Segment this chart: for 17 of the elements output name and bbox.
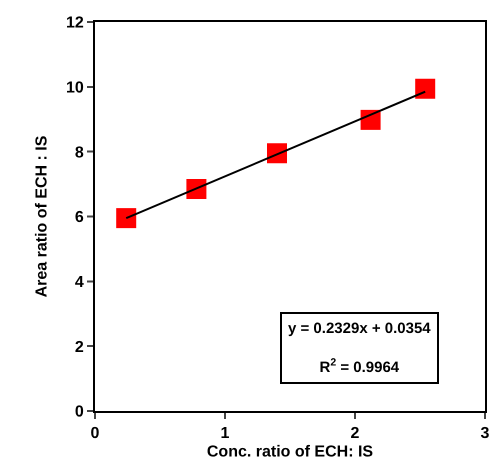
x-tick-label: 2	[350, 425, 360, 442]
y-tick-label: 4	[74, 274, 84, 291]
y-tick-label: 2	[74, 338, 84, 356]
x-tick-label: 0	[90, 425, 100, 442]
y-axis-title: Area ratio of ECH : IS	[33, 135, 50, 298]
y-tick-label: 6	[74, 209, 84, 226]
annotation: y = 0.2329x + 0.0354	[288, 320, 432, 337]
x-tick-label: 1	[220, 425, 230, 442]
point	[116, 208, 136, 228]
y-tick-label: 8	[74, 144, 84, 162]
y-tick-label: 10	[66, 79, 84, 96]
x-tick-label: 3	[480, 425, 490, 442]
point	[415, 78, 436, 99]
annotation: R$^{2}$ = 0.9964	[319, 356, 400, 376]
x-axis-title: Conc. ratio of ECH: IS	[206, 443, 374, 460]
y-tick-label: 12	[66, 14, 84, 32]
y-tick-label: 0	[74, 404, 84, 421]
